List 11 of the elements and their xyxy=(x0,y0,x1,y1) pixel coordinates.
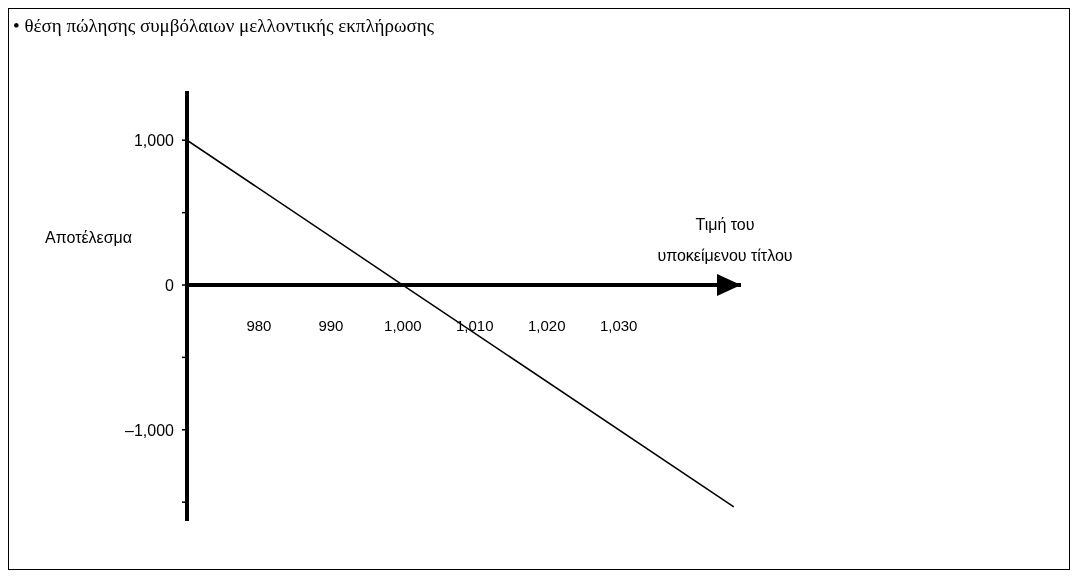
x-tick-label: 980 xyxy=(246,317,272,335)
x-axis-title: Τιμή του υποκείμενου τίτλου xyxy=(656,215,794,266)
y-axis-title: Αποτέλεσμα xyxy=(45,229,133,247)
x-tick-label: 1,000 xyxy=(384,317,422,335)
x-tick-label: 1,020 xyxy=(527,317,566,335)
x-tick-label: 1,030 xyxy=(599,317,638,335)
x-tick-label: 990 xyxy=(318,317,344,335)
y-tick-label: –1,000 xyxy=(125,421,175,439)
chart-title: • θέση πώλησης συμβόλαιων μελλοντικής εκπλήρωσης xyxy=(13,15,435,37)
y-tick-label: 0 xyxy=(165,277,175,295)
y-tick-label: 1,000 xyxy=(133,132,175,150)
